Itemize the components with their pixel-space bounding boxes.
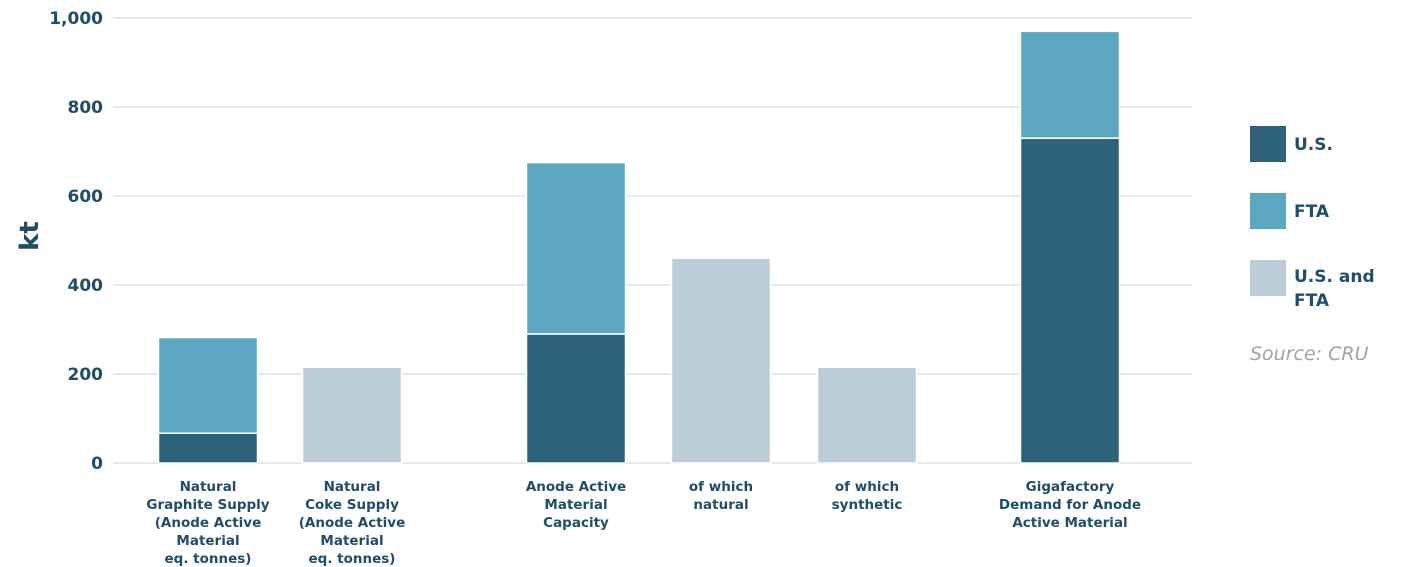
bar-segment <box>157 336 259 434</box>
bars <box>157 30 1121 464</box>
x-category-label: Demand for Anode <box>999 497 1141 513</box>
bar-segment <box>1019 30 1121 139</box>
x-category-label: Graphite Supply <box>146 497 269 513</box>
gridlines <box>113 17 1192 464</box>
y-tick-label: 1,000 <box>49 9 103 29</box>
bar-segment <box>816 366 918 464</box>
x-category-label: Material <box>320 533 383 549</box>
x-category-label: Material <box>544 497 607 513</box>
legend-swatch <box>1250 126 1286 162</box>
y-axis-ticks: 0 200 400 600 800 1,000 <box>49 9 103 474</box>
x-category-label: Anode Active <box>526 479 626 495</box>
y-tick-label: 0 <box>91 454 103 474</box>
x-category-label: Capacity <box>543 515 609 531</box>
x-category-label: Coke Supply <box>305 497 399 513</box>
y-axis-label: kt <box>15 221 45 251</box>
bar-segment <box>525 333 627 464</box>
bar-segment <box>301 366 403 464</box>
y-tick-label: 800 <box>68 98 104 118</box>
x-category-label: Gigafactory <box>1026 479 1115 495</box>
legend-label: U.S. <box>1294 135 1333 155</box>
source-note: Source: CRU <box>1250 343 1369 365</box>
x-category-label: eq. tonnes) <box>309 551 396 567</box>
legend-swatch <box>1250 193 1286 229</box>
x-category-label: Natural <box>324 479 381 495</box>
y-tick-label: 200 <box>68 365 104 385</box>
x-category-label: Natural <box>180 479 237 495</box>
y-tick-label: 400 <box>68 276 104 296</box>
x-category-label: natural <box>693 497 748 513</box>
x-category-label: (Anode Active <box>299 515 406 531</box>
x-category-label: of which <box>835 479 899 495</box>
x-category-label: of which <box>689 479 753 495</box>
x-category-label: Active Material <box>1012 515 1127 531</box>
bar-segment <box>157 432 259 464</box>
bar-segment <box>1019 137 1121 464</box>
bar-segment <box>525 161 627 335</box>
legend-label: FTA <box>1294 202 1330 222</box>
x-category-label: Material <box>176 533 239 549</box>
legend-label: FTA <box>1294 291 1330 311</box>
legend: U.S. FTA U.S. and FTA <box>1250 126 1375 311</box>
legend-label: U.S. and <box>1294 267 1375 287</box>
legend-swatch <box>1250 260 1286 296</box>
x-axis-categories: Natural Graphite Supply (Anode Active Mater… <box>146 479 1141 567</box>
bar-segment <box>670 257 772 464</box>
x-category-label: eq. tonnes) <box>165 551 252 567</box>
x-category-label: (Anode Active <box>155 515 262 531</box>
x-category-label: synthetic <box>832 497 903 513</box>
y-tick-label: 600 <box>68 187 104 207</box>
